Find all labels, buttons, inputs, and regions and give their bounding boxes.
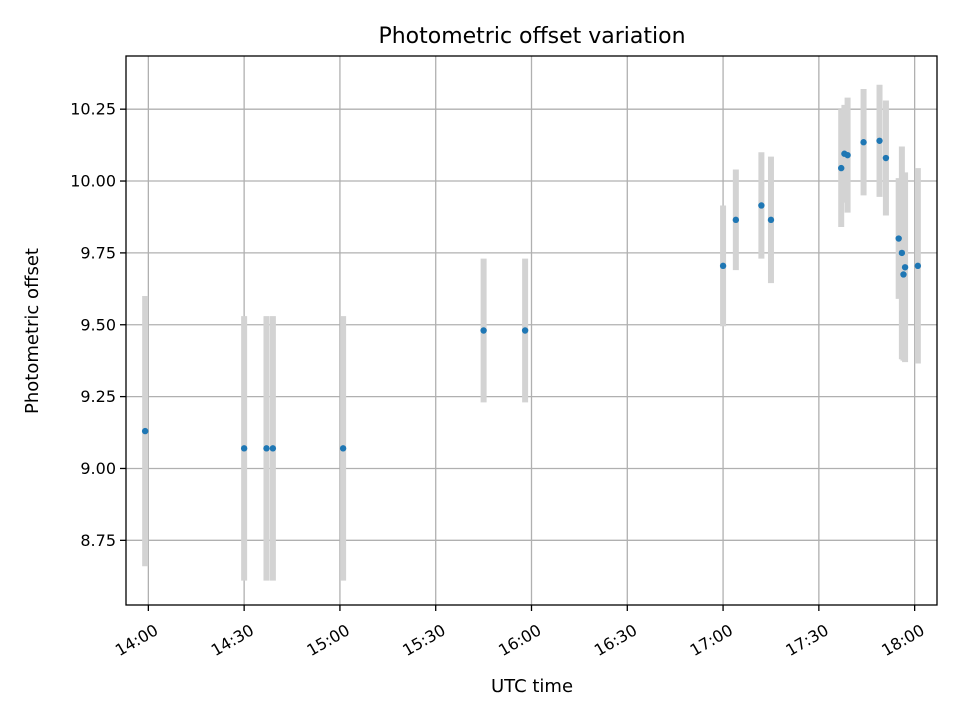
y-tick-label: 10.00	[70, 172, 116, 191]
data-point	[876, 137, 883, 144]
y-axis-label: Photometric offset	[22, 248, 43, 414]
data-point	[269, 445, 277, 452]
y-tick-label: 10.25	[70, 100, 116, 119]
data-point	[901, 264, 909, 271]
data-point	[521, 327, 529, 334]
data-points	[141, 137, 922, 452]
data-point	[844, 151, 851, 159]
data-point	[480, 327, 487, 334]
data-point	[882, 154, 890, 162]
grid	[126, 56, 937, 605]
data-point	[339, 445, 347, 452]
y-tick-label: 9.50	[80, 315, 116, 334]
data-point	[767, 216, 775, 224]
data-point	[141, 427, 149, 435]
data-point	[719, 262, 727, 270]
y-tick-label: 8.75	[80, 531, 116, 550]
data-point	[860, 139, 867, 146]
y-axis-ticks: 8.75 9.00 9.25 9.50 9.75 10.00 10.25	[70, 100, 126, 550]
data-point	[898, 249, 906, 257]
x-axis-label: UTC time	[491, 676, 573, 697]
data-point	[758, 202, 765, 209]
chart-title: Photometric offset variation	[378, 24, 685, 49]
data-point	[732, 216, 740, 224]
data-point	[240, 445, 248, 452]
y-tick-label: 9.25	[80, 387, 116, 406]
data-point	[900, 271, 907, 278]
y-tick-label: 9.75	[80, 243, 116, 262]
data-point	[914, 262, 922, 270]
data-point	[263, 445, 270, 452]
y-tick-label: 9.00	[80, 459, 116, 478]
data-point	[838, 164, 845, 172]
data-point	[895, 235, 902, 242]
